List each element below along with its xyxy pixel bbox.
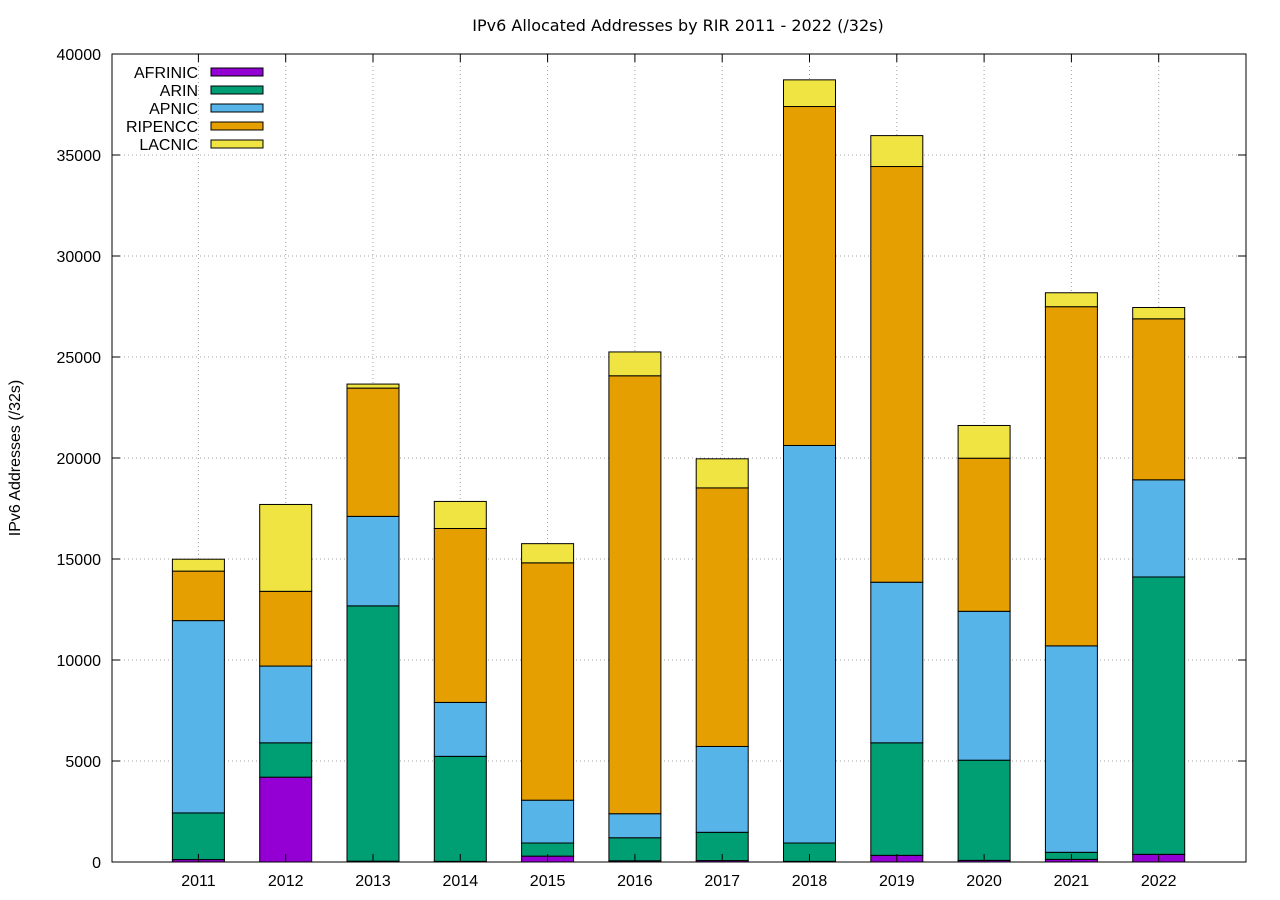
bar-apnic-2021 bbox=[1044, 645, 1098, 853]
bar-arin-2019 bbox=[870, 742, 924, 856]
bar-arin-2013 bbox=[346, 605, 400, 862]
legend-label: APNIC bbox=[149, 101, 198, 118]
bar-arin-2022 bbox=[1132, 576, 1186, 855]
legend-label: ARIN bbox=[160, 83, 198, 100]
legend-label: LACNIC bbox=[139, 137, 198, 154]
y-tick-label: 15000 bbox=[57, 552, 102, 569]
bar-lacnic-2022 bbox=[1132, 307, 1186, 320]
bar-ripencc-2012 bbox=[259, 590, 313, 667]
x-tick-label: 2014 bbox=[443, 873, 479, 890]
bar-ripencc-2011 bbox=[171, 570, 225, 622]
bar-ripencc-2017 bbox=[695, 487, 749, 747]
bar-lacnic-2021 bbox=[1044, 292, 1098, 308]
legend-swatch bbox=[210, 85, 264, 95]
bar-lacnic-2016 bbox=[608, 351, 662, 377]
bar-ripencc-2021 bbox=[1044, 306, 1098, 647]
x-tick-label: 2016 bbox=[617, 873, 653, 890]
tick-labels: 0 5000 10000 15000 20000 25000 30000 35000 40000… bbox=[57, 47, 1246, 890]
chart-title: IPv6 Allocated Addresses by RIR 2011 - 2… bbox=[472, 16, 883, 35]
bar-apnic-2022 bbox=[1132, 479, 1186, 578]
bar-apnic-2020 bbox=[957, 610, 1011, 761]
legend-label: RIPENCC bbox=[126, 119, 198, 136]
x-tick-label: 2018 bbox=[792, 873, 828, 890]
bar-apnic-2011 bbox=[171, 620, 225, 814]
bar-lacnic-2017 bbox=[695, 458, 749, 489]
plot-frame bbox=[111, 53, 1247, 863]
bar-lacnic-2011 bbox=[171, 558, 225, 572]
bar-ripencc-2018 bbox=[783, 106, 836, 446]
legend-swatch bbox=[210, 103, 264, 113]
x-tick-label: 2011 bbox=[181, 873, 216, 890]
y-axis-label: IPv6 Addresses (/32s) bbox=[7, 380, 24, 537]
bars bbox=[171, 79, 1186, 863]
y-tick-label: 0 bbox=[92, 855, 101, 872]
y-tick-label: 30000 bbox=[57, 249, 102, 266]
bar-lacnic-2018 bbox=[783, 79, 836, 108]
bar-apnic-2013 bbox=[346, 515, 400, 607]
bar-apnic-2016 bbox=[608, 813, 662, 839]
x-tick-label: 2015 bbox=[530, 873, 566, 890]
bar-lacnic-2020 bbox=[957, 424, 1011, 459]
bar-ripencc-2016 bbox=[608, 375, 662, 815]
legend-label: AFRINIC bbox=[134, 65, 198, 82]
bar-lacnic-2019 bbox=[870, 135, 924, 168]
bar-lacnic-2012 bbox=[259, 503, 313, 592]
bar-arin-2014 bbox=[433, 755, 487, 862]
x-tick-label: 2019 bbox=[879, 873, 915, 890]
bar-arin-2012 bbox=[259, 742, 313, 778]
x-tick-label: 2022 bbox=[1141, 873, 1177, 890]
bar-apnic-2018 bbox=[783, 444, 836, 844]
y-tick-label: 20000 bbox=[57, 451, 102, 468]
bar-apnic-2014 bbox=[433, 701, 487, 757]
x-tick-label: 2013 bbox=[355, 873, 391, 890]
x-tick-label: 2017 bbox=[704, 873, 740, 890]
bar-lacnic-2013 bbox=[346, 383, 400, 389]
x-tick-label: 2021 bbox=[1054, 873, 1090, 890]
bar-apnic-2017 bbox=[695, 745, 749, 833]
y-tick-label: 10000 bbox=[57, 653, 102, 670]
bar-ripencc-2013 bbox=[346, 387, 400, 517]
bar-ripencc-2019 bbox=[870, 166, 924, 583]
bar-ripencc-2015 bbox=[521, 562, 575, 801]
bar-apnic-2015 bbox=[521, 799, 575, 844]
bar-arin-2011 bbox=[171, 812, 225, 861]
legend-swatch bbox=[210, 139, 264, 149]
y-tick-label: 35000 bbox=[57, 148, 102, 165]
bar-lacnic-2015 bbox=[521, 543, 575, 564]
y-tick-label: 5000 bbox=[65, 754, 101, 771]
x-tick-label: 2012 bbox=[268, 873, 304, 890]
bar-apnic-2012 bbox=[259, 665, 313, 744]
legend-swatch bbox=[210, 121, 264, 131]
bar-ripencc-2020 bbox=[957, 457, 1011, 612]
bar-apnic-2019 bbox=[870, 581, 924, 744]
legend-swatch bbox=[210, 67, 264, 77]
bar-afrinic-2012 bbox=[259, 776, 313, 863]
bar-arin-2020 bbox=[957, 759, 1011, 861]
bar-lacnic-2014 bbox=[433, 500, 487, 529]
bar-ripencc-2022 bbox=[1132, 318, 1186, 481]
y-tick-label: 40000 bbox=[57, 47, 102, 64]
y-tick-label: 25000 bbox=[57, 350, 102, 367]
bar-ripencc-2014 bbox=[433, 527, 487, 703]
x-tick-label: 2020 bbox=[966, 873, 1002, 890]
